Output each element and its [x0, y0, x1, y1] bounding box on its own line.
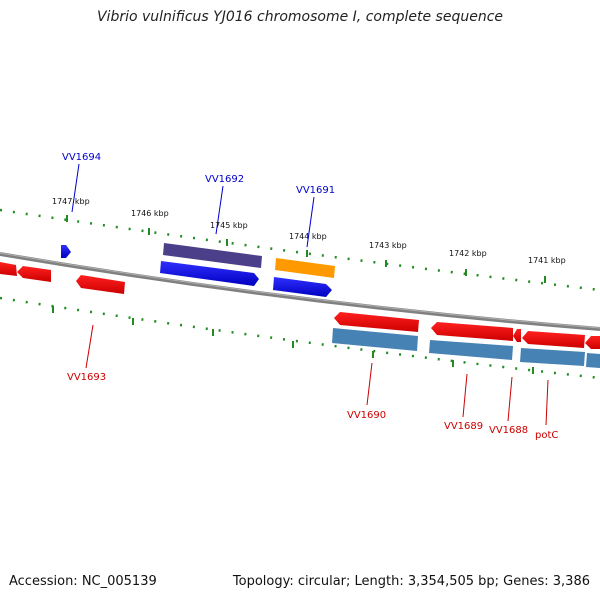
bottom-scale-track [0, 296, 600, 380]
gene-feature [273, 277, 332, 297]
gene-label: VV1690 [347, 410, 386, 421]
gene-label: VV1692 [205, 174, 244, 185]
scale-label: 1745 kbp [210, 221, 248, 230]
accession-label: Accession: NC_005139 [9, 574, 157, 589]
gene-feature [160, 261, 259, 286]
gene-label: potC [535, 430, 558, 441]
chromosome-backbone [0, 252, 600, 331]
gene-label: VV1691 [296, 185, 335, 196]
scale-label: 1742 kbp [449, 249, 487, 258]
scale-label: 1744 kbp [289, 232, 327, 241]
gene-feature [61, 245, 71, 258]
gene-feature [431, 322, 513, 341]
scale-label: 1743 kbp [369, 241, 407, 250]
gene-feature [275, 258, 335, 278]
gene-feature [586, 353, 600, 368]
gene-feature [163, 243, 262, 268]
major-ticks [52, 215, 546, 374]
map-title: Vibrio vulnificus YJ016 chromosome I, co… [96, 9, 504, 25]
gene-feature [585, 336, 600, 349]
gene-feature [334, 312, 419, 332]
gene-feature [520, 348, 585, 366]
gene-label: VV1693 [67, 372, 106, 383]
gene-feature [332, 328, 418, 351]
top-scale-track [0, 208, 600, 292]
topology-label: Topology: circular; Length: 3,354,505 bp… [232, 574, 590, 589]
gene-feature [429, 340, 513, 360]
gene-feature [0, 262, 17, 276]
bottom-gene-labels: VV1693 VV1690 VV1689 VV1688 potC [67, 372, 558, 441]
gene-label: VV1688 [489, 425, 528, 436]
gene-label: VV1689 [444, 421, 483, 432]
scale-label: 1741 kbp [528, 256, 566, 265]
scale-label: 1746 kbp [131, 209, 169, 218]
bottom-leader-lines [85, 324, 549, 426]
scale-labels: 1747 kbp 1746 kbp 1745 kbp 1744 kbp 1743… [52, 197, 566, 265]
gene-label: VV1694 [62, 152, 101, 163]
reverse-genes [0, 262, 600, 368]
gene-feature [522, 331, 585, 348]
scale-label: 1747 kbp [52, 197, 90, 206]
top-gene-labels: VV1694 VV1692 VV1691 [62, 152, 335, 196]
gene-feature [17, 266, 51, 282]
forward-genes [61, 243, 335, 297]
gene-feature [76, 275, 125, 294]
gene-feature [513, 329, 521, 342]
top-leader-lines [71, 163, 315, 248]
